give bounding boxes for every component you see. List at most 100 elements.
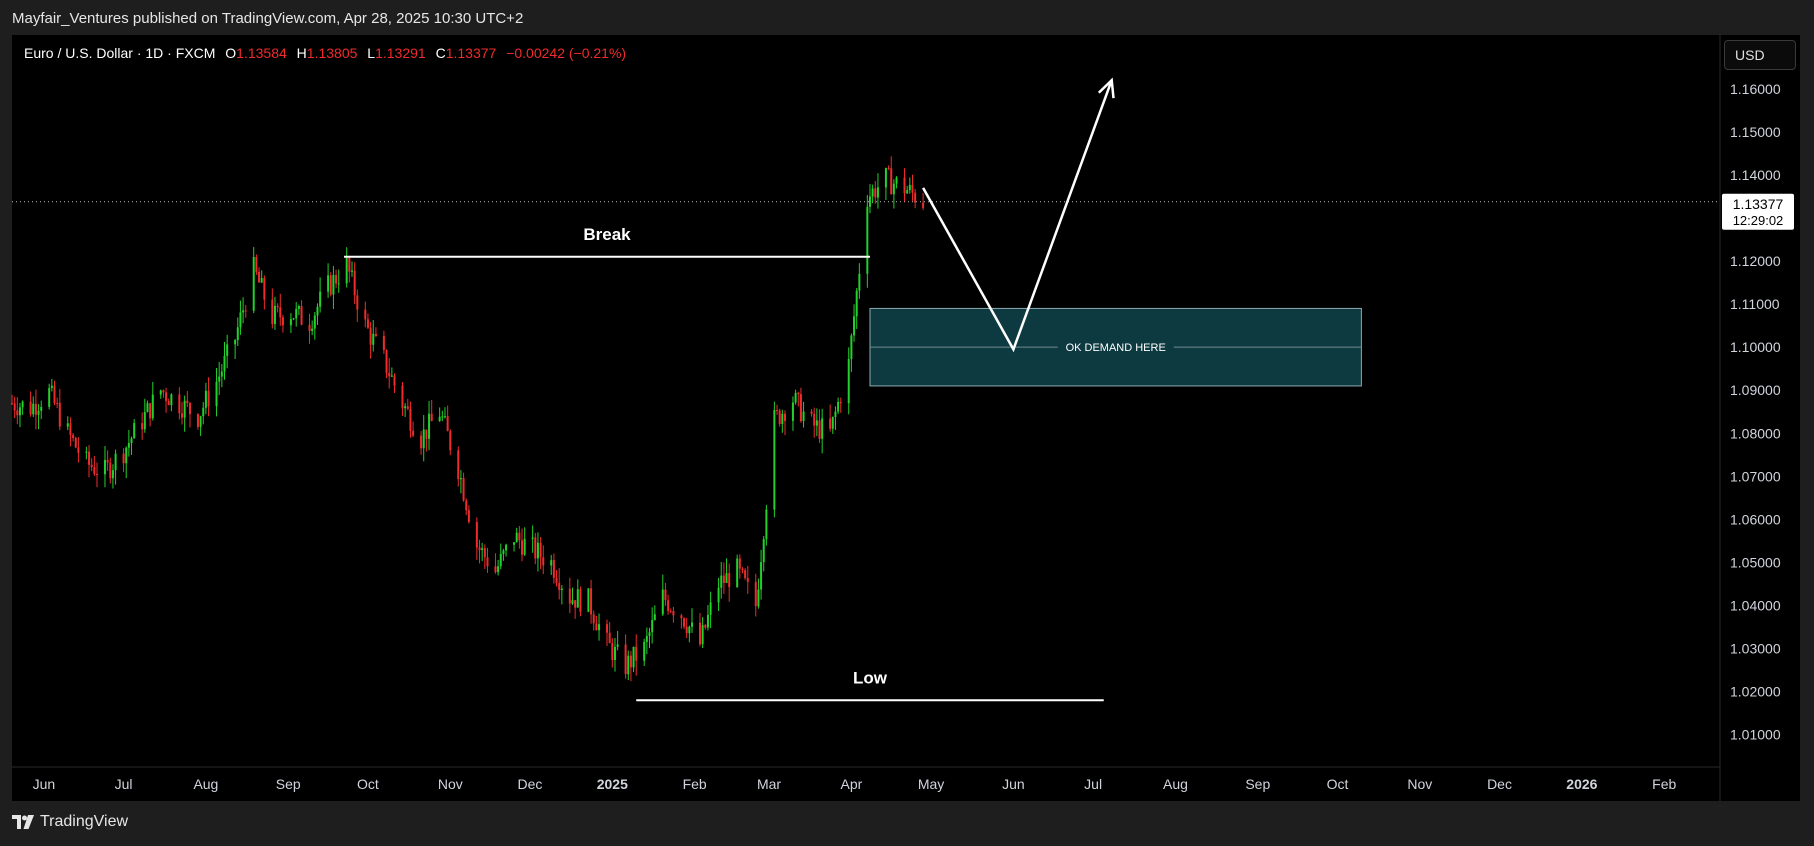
candle-body: [574, 600, 577, 608]
candle-body: [16, 410, 19, 416]
candle-body: [159, 390, 162, 395]
candle-body: [425, 429, 428, 439]
candle-body: [560, 588, 563, 591]
candle-body: [90, 464, 93, 468]
candle-body: [366, 319, 369, 328]
candle-body: [446, 416, 449, 432]
candle-body: [741, 568, 744, 571]
candle-body: [579, 589, 582, 612]
candle-body: [449, 431, 452, 451]
candle-body: [34, 403, 37, 415]
candle-body: [783, 413, 786, 421]
candle-body: [404, 406, 407, 409]
candle-body: [757, 589, 760, 607]
candle-body: [374, 333, 377, 336]
candle-body: [887, 168, 890, 170]
candle-body: [866, 206, 869, 274]
candle-body: [178, 394, 181, 414]
candle-body: [536, 542, 539, 559]
candle-body: [908, 184, 911, 191]
candle-body: [773, 410, 776, 510]
candle-body: [643, 641, 646, 661]
candle-body: [170, 394, 173, 406]
candle-body: [497, 566, 500, 573]
candle-body: [372, 333, 375, 345]
candle-body: [313, 315, 316, 329]
candle-body: [50, 385, 53, 388]
candle-body: [422, 429, 425, 449]
candle-body: [486, 557, 489, 567]
candle-body: [165, 392, 168, 401]
candle-body: [271, 299, 274, 324]
low-label: L: [367, 45, 376, 61]
candle-body: [204, 390, 207, 408]
candle-body: [776, 410, 779, 412]
candle-body: [815, 420, 818, 426]
ohlc-legend: Euro / U.S. Dollar · 1D · FXCM O1.13584 …: [24, 45, 626, 61]
x-tick-label: Jul: [115, 776, 133, 792]
candle-body: [255, 256, 258, 272]
candle-body: [874, 188, 877, 198]
candle-body: [226, 344, 229, 356]
candle-body: [412, 430, 415, 436]
candle-body: [300, 306, 303, 325]
candle-body: [906, 190, 909, 194]
candle-body: [515, 532, 518, 543]
candle-body: [502, 550, 505, 555]
candle-body: [568, 588, 571, 604]
candle-body: [258, 271, 261, 283]
price-tag-value: 1.13377: [1733, 196, 1784, 212]
price-tag-countdown: 12:29:02: [1733, 213, 1784, 228]
candle-body: [475, 522, 478, 548]
candle-body: [513, 542, 516, 545]
candle-body: [329, 275, 332, 295]
candle-body: [698, 622, 701, 645]
candle-body: [587, 588, 590, 612]
x-tick-label: Jul: [1084, 776, 1102, 792]
candle-body: [518, 532, 521, 541]
candle-body: [911, 184, 914, 193]
candle-body: [143, 411, 146, 430]
x-tick-label: Oct: [357, 776, 379, 792]
candle-body: [481, 548, 484, 550]
x-tick-label: Jun: [1002, 776, 1025, 792]
candle-body: [688, 626, 691, 634]
tradingview-logo-icon[interactable]: [12, 815, 34, 829]
tradingview-brand[interactable]: TradingView: [40, 813, 129, 830]
candle-body: [499, 554, 502, 567]
candle-body: [669, 610, 672, 612]
currency-button[interactable]: USD: [1724, 40, 1796, 70]
candle-body: [754, 581, 757, 607]
candle-body: [96, 473, 99, 475]
candle-body: [613, 646, 616, 660]
candle-body: [106, 459, 109, 463]
candle-body: [428, 413, 431, 439]
candle-body: [876, 187, 879, 198]
candle-body: [709, 602, 712, 615]
candle-body: [704, 625, 707, 628]
candle-body: [409, 408, 412, 431]
x-tick-label: Nov: [438, 776, 463, 792]
candle-body: [858, 273, 861, 291]
candle-body: [829, 418, 832, 429]
candle-body: [85, 451, 88, 453]
candle-body: [736, 558, 739, 588]
candle-body: [215, 381, 218, 407]
candle-body: [48, 387, 51, 407]
candle-body: [364, 309, 367, 320]
candle-body: [127, 443, 130, 448]
candle-body: [263, 278, 266, 300]
candle-body: [53, 385, 56, 403]
candle-body: [103, 459, 106, 475]
candle-body: [122, 453, 125, 464]
y-tick-label: 1.02000: [1730, 684, 1781, 700]
symbol-title[interactable]: Euro / U.S. Dollar · 1D · FXCM: [24, 45, 216, 61]
price-axis-panel: [1720, 35, 1800, 801]
chart-frame[interactable]: [12, 35, 1800, 801]
candle-body: [791, 402, 794, 421]
x-tick-label: Aug: [193, 776, 218, 792]
candle-body: [802, 411, 805, 422]
candle-body: [69, 423, 72, 435]
candle-body: [130, 438, 133, 444]
